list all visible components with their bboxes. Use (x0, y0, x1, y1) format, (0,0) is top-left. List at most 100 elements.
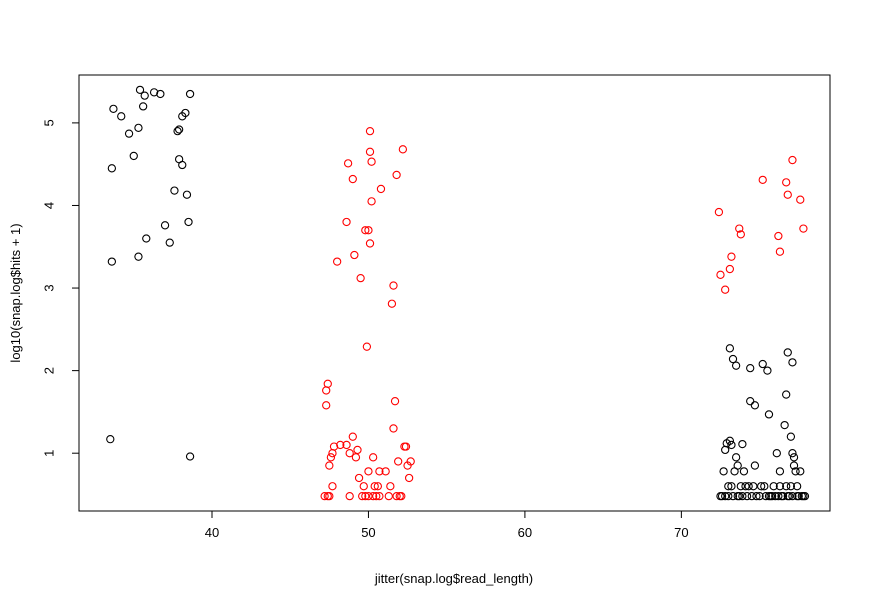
red-data-point (336, 440, 345, 450)
black-data-point (750, 401, 760, 410)
red-data-point (348, 174, 357, 184)
black-data-point (719, 467, 728, 476)
black-data-point (738, 491, 747, 501)
black-data-point (728, 491, 738, 501)
black-data-point (184, 217, 193, 227)
red-data-point (401, 442, 411, 451)
black-data-point (746, 363, 755, 373)
black-data-point (783, 348, 792, 357)
black-data-point (758, 359, 767, 369)
red-data-point (375, 491, 384, 501)
black-data-point (769, 482, 778, 491)
black-data-point (173, 127, 182, 136)
red-data-point (782, 178, 791, 187)
red-data-point (783, 190, 792, 199)
black-data-point (738, 439, 747, 449)
x-tick-label: 70 (674, 525, 688, 540)
black-data-point (721, 445, 730, 455)
red-data-point (362, 342, 372, 351)
black-data-point (788, 491, 797, 501)
data-points (106, 85, 810, 501)
y-axis: 1 2 3 4 5 (42, 119, 80, 457)
black-data-point (149, 88, 159, 97)
red-data-point (387, 299, 397, 308)
red-data-point (322, 401, 331, 410)
red-data-point (390, 397, 400, 406)
red-data-point (736, 230, 745, 239)
black-data-point (800, 491, 810, 501)
black-data-point (731, 453, 741, 462)
black-data-point (736, 482, 745, 491)
x-tick-label: 60 (518, 525, 532, 540)
red-data-point (799, 224, 808, 233)
black-data-point (181, 108, 190, 118)
plot-frame (78, 74, 831, 512)
red-data-point (364, 226, 373, 235)
black-data-point (741, 482, 750, 491)
red-data-point (392, 491, 401, 501)
red-data-point (406, 457, 415, 466)
red-data-point (389, 424, 398, 433)
x-axis: 40 50 60 70 (205, 510, 689, 540)
red-data-point (788, 155, 797, 165)
black-data-point (742, 491, 752, 501)
red-data-point (343, 159, 353, 168)
black-data-point (142, 234, 151, 243)
red-data-point (376, 184, 386, 194)
black-data-point (771, 491, 780, 501)
red-data-point (323, 379, 332, 388)
red-data-point (345, 449, 354, 458)
black-data-point (733, 461, 742, 470)
y-tick-label: 1 (42, 450, 57, 457)
black-data-point (794, 491, 803, 501)
red-data-point (353, 445, 362, 455)
black-data-point (744, 482, 753, 491)
red-data-point (322, 386, 331, 395)
red-data-point (373, 482, 382, 491)
black-data-point (140, 91, 149, 100)
red-data-point (364, 491, 373, 501)
red-data-point (358, 491, 367, 501)
black-data-point (752, 491, 761, 501)
black-data-point (185, 452, 195, 461)
red-data-point (328, 482, 337, 491)
x-axis-title: jitter(snap.log$read_length) (374, 571, 533, 586)
black-data-point (749, 482, 758, 491)
black-data-point (174, 125, 184, 134)
red-data-point (351, 453, 361, 462)
red-data-point (325, 461, 334, 470)
black-data-point (775, 482, 785, 491)
y-tick-label: 3 (42, 284, 57, 291)
red-data-point (775, 247, 785, 256)
y-tick-label: 2 (42, 367, 57, 374)
red-data-point (375, 467, 384, 476)
black-data-point (786, 482, 796, 491)
black-data-point (747, 491, 756, 501)
red-data-point (381, 467, 390, 476)
black-data-point (106, 435, 115, 444)
black-data-point (724, 491, 733, 501)
black-data-point (178, 160, 187, 170)
black-data-point (780, 420, 789, 430)
black-data-point (788, 449, 797, 458)
red-data-point (384, 491, 393, 501)
black-data-point (791, 467, 800, 476)
red-data-point (716, 270, 725, 279)
black-data-point (746, 397, 755, 406)
red-data-point (359, 482, 368, 491)
black-data-point (739, 467, 749, 476)
red-data-point (774, 231, 783, 241)
black-data-point (727, 440, 736, 450)
black-data-point (727, 482, 736, 491)
black-data-point (763, 366, 772, 375)
black-data-point (138, 102, 148, 111)
red-data-point (368, 453, 378, 462)
black-data-point (156, 89, 165, 99)
red-data-point (727, 252, 736, 261)
red-data-point (714, 207, 724, 217)
black-data-point (124, 129, 134, 138)
red-data-point (320, 491, 329, 501)
black-data-point (725, 436, 735, 445)
black-data-point (789, 453, 799, 462)
